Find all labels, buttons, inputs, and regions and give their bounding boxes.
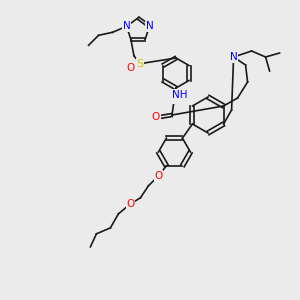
Text: S: S	[136, 59, 143, 69]
Text: O: O	[152, 112, 160, 122]
Text: O: O	[127, 63, 135, 73]
Text: N: N	[230, 52, 238, 62]
Text: O: O	[154, 171, 163, 181]
Text: NH: NH	[172, 93, 188, 103]
Text: N: N	[146, 21, 153, 31]
Text: N: N	[123, 21, 130, 31]
Text: NH: NH	[172, 90, 188, 100]
Text: O: O	[126, 199, 134, 209]
